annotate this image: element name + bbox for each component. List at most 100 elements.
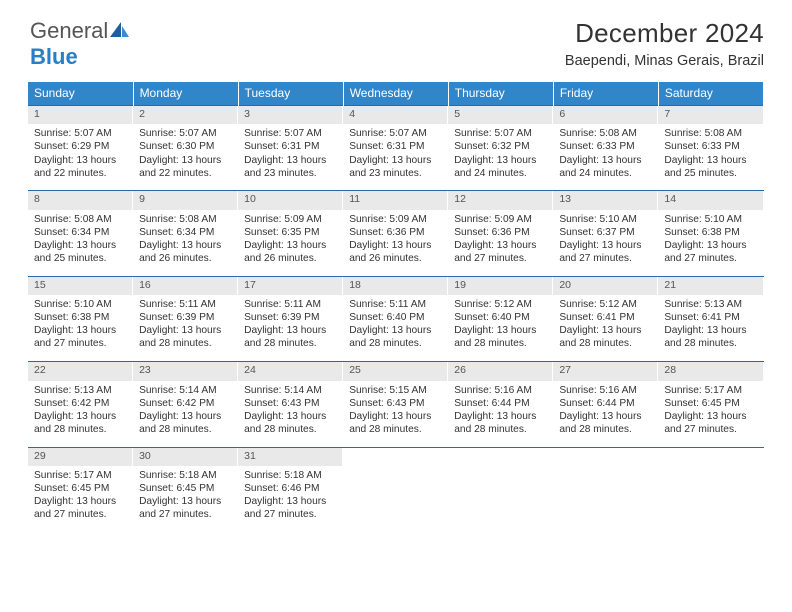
sunrise-line: Sunrise: 5:10 AM <box>559 213 652 226</box>
day-number: 6 <box>553 106 658 124</box>
day-number: 3 <box>238 106 343 124</box>
sunset-line: Sunset: 6:45 PM <box>664 397 757 410</box>
day-number: 19 <box>448 277 553 295</box>
day-body: Sunrise: 5:07 AMSunset: 6:29 PMDaylight:… <box>28 124 133 190</box>
calendar-cell: 18Sunrise: 5:11 AMSunset: 6:40 PMDayligh… <box>343 276 448 361</box>
day-body: Sunrise: 5:09 AMSunset: 6:36 PMDaylight:… <box>448 210 553 276</box>
daylight-line: Daylight: 13 hours and 27 minutes. <box>34 324 127 350</box>
day-number: 2 <box>133 106 238 124</box>
sunset-line: Sunset: 6:31 PM <box>349 140 442 153</box>
day-body: Sunrise: 5:08 AMSunset: 6:33 PMDaylight:… <box>553 124 658 190</box>
calendar-cell: 23Sunrise: 5:14 AMSunset: 6:42 PMDayligh… <box>133 362 238 447</box>
sunrise-line: Sunrise: 5:10 AM <box>664 213 757 226</box>
sunrise-line: Sunrise: 5:09 AM <box>244 213 337 226</box>
day-body: Sunrise: 5:07 AMSunset: 6:32 PMDaylight:… <box>448 124 553 190</box>
sunrise-line: Sunrise: 5:08 AM <box>664 127 757 140</box>
daylight-line: Daylight: 13 hours and 28 minutes. <box>139 324 232 350</box>
day-number: 13 <box>553 191 658 209</box>
day-number: 31 <box>238 448 343 466</box>
sunrise-line: Sunrise: 5:07 AM <box>34 127 127 140</box>
sunrise-line: Sunrise: 5:11 AM <box>139 298 232 311</box>
sunset-line: Sunset: 6:39 PM <box>244 311 337 324</box>
sunrise-line: Sunrise: 5:09 AM <box>454 213 547 226</box>
day-number: 20 <box>553 277 658 295</box>
day-body: Sunrise: 5:07 AMSunset: 6:31 PMDaylight:… <box>238 124 343 190</box>
weekday-header: Saturday <box>658 82 763 106</box>
sunrise-line: Sunrise: 5:11 AM <box>244 298 337 311</box>
calendar-cell: 8Sunrise: 5:08 AMSunset: 6:34 PMDaylight… <box>28 191 133 276</box>
daylight-line: Daylight: 13 hours and 28 minutes. <box>454 410 547 436</box>
daylight-line: Daylight: 13 hours and 27 minutes. <box>244 495 337 521</box>
day-body: Sunrise: 5:08 AMSunset: 6:33 PMDaylight:… <box>658 124 763 190</box>
sunset-line: Sunset: 6:35 PM <box>244 226 337 239</box>
day-number: 4 <box>343 106 448 124</box>
weekday-header: Friday <box>553 82 658 106</box>
daylight-line: Daylight: 13 hours and 28 minutes. <box>664 324 757 350</box>
header-block: December 2024 Baependi, Minas Gerais, Br… <box>565 18 764 69</box>
day-number: 5 <box>448 106 553 124</box>
day-number: 18 <box>343 277 448 295</box>
sunset-line: Sunset: 6:33 PM <box>664 140 757 153</box>
calendar-cell: 9Sunrise: 5:08 AMSunset: 6:34 PMDaylight… <box>133 191 238 276</box>
calendar-cell <box>553 447 658 532</box>
sunrise-line: Sunrise: 5:12 AM <box>559 298 652 311</box>
calendar-cell: 1Sunrise: 5:07 AMSunset: 6:29 PMDaylight… <box>28 106 133 191</box>
brand-part1: General <box>30 18 108 43</box>
calendar-cell: 24Sunrise: 5:14 AMSunset: 6:43 PMDayligh… <box>238 362 343 447</box>
calendar-cell: 28Sunrise: 5:17 AMSunset: 6:45 PMDayligh… <box>658 362 763 447</box>
calendar-cell: 25Sunrise: 5:15 AMSunset: 6:43 PMDayligh… <box>343 362 448 447</box>
daylight-line: Daylight: 13 hours and 28 minutes. <box>349 324 442 350</box>
sunset-line: Sunset: 6:34 PM <box>34 226 127 239</box>
daylight-line: Daylight: 13 hours and 24 minutes. <box>559 154 652 180</box>
sunrise-line: Sunrise: 5:16 AM <box>559 384 652 397</box>
day-number: 25 <box>343 362 448 380</box>
sunset-line: Sunset: 6:43 PM <box>244 397 337 410</box>
day-body: Sunrise: 5:12 AMSunset: 6:40 PMDaylight:… <box>448 295 553 361</box>
day-body: Sunrise: 5:07 AMSunset: 6:31 PMDaylight:… <box>343 124 448 190</box>
sunset-line: Sunset: 6:45 PM <box>139 482 232 495</box>
day-body: Sunrise: 5:11 AMSunset: 6:39 PMDaylight:… <box>238 295 343 361</box>
sunrise-line: Sunrise: 5:13 AM <box>34 384 127 397</box>
calendar-cell: 27Sunrise: 5:16 AMSunset: 6:44 PMDayligh… <box>553 362 658 447</box>
page-title: December 2024 <box>565 18 764 49</box>
sunset-line: Sunset: 6:44 PM <box>454 397 547 410</box>
calendar-cell: 10Sunrise: 5:09 AMSunset: 6:35 PMDayligh… <box>238 191 343 276</box>
day-number: 16 <box>133 277 238 295</box>
day-number: 30 <box>133 448 238 466</box>
sunset-line: Sunset: 6:45 PM <box>34 482 127 495</box>
daylight-line: Daylight: 13 hours and 28 minutes. <box>244 324 337 350</box>
calendar-cell: 7Sunrise: 5:08 AMSunset: 6:33 PMDaylight… <box>658 106 763 191</box>
day-body: Sunrise: 5:12 AMSunset: 6:41 PMDaylight:… <box>553 295 658 361</box>
sunrise-line: Sunrise: 5:18 AM <box>139 469 232 482</box>
calendar-cell: 14Sunrise: 5:10 AMSunset: 6:38 PMDayligh… <box>658 191 763 276</box>
day-number: 12 <box>448 191 553 209</box>
daylight-line: Daylight: 13 hours and 27 minutes. <box>454 239 547 265</box>
weekday-header: Monday <box>133 82 238 106</box>
daylight-line: Daylight: 13 hours and 28 minutes. <box>244 410 337 436</box>
sunrise-line: Sunrise: 5:07 AM <box>139 127 232 140</box>
sunrise-line: Sunrise: 5:14 AM <box>139 384 232 397</box>
calendar-cell: 5Sunrise: 5:07 AMSunset: 6:32 PMDaylight… <box>448 106 553 191</box>
day-body: Sunrise: 5:17 AMSunset: 6:45 PMDaylight:… <box>28 466 133 532</box>
sunset-line: Sunset: 6:46 PM <box>244 482 337 495</box>
sunset-line: Sunset: 6:39 PM <box>139 311 232 324</box>
sunrise-line: Sunrise: 5:07 AM <box>244 127 337 140</box>
day-number: 22 <box>28 362 133 380</box>
day-body: Sunrise: 5:11 AMSunset: 6:40 PMDaylight:… <box>343 295 448 361</box>
sunrise-line: Sunrise: 5:15 AM <box>349 384 442 397</box>
weekday-header: Sunday <box>28 82 133 106</box>
day-body: Sunrise: 5:17 AMSunset: 6:45 PMDaylight:… <box>658 381 763 447</box>
day-body: Sunrise: 5:10 AMSunset: 6:37 PMDaylight:… <box>553 210 658 276</box>
daylight-line: Daylight: 13 hours and 26 minutes. <box>139 239 232 265</box>
day-number: 9 <box>133 191 238 209</box>
daylight-line: Daylight: 13 hours and 28 minutes. <box>139 410 232 436</box>
sunrise-line: Sunrise: 5:16 AM <box>454 384 547 397</box>
sunrise-line: Sunrise: 5:07 AM <box>349 127 442 140</box>
calendar-cell <box>658 447 763 532</box>
sunset-line: Sunset: 6:37 PM <box>559 226 652 239</box>
day-body: Sunrise: 5:14 AMSunset: 6:43 PMDaylight:… <box>238 381 343 447</box>
sunrise-line: Sunrise: 5:18 AM <box>244 469 337 482</box>
calendar-cell <box>343 447 448 532</box>
sunset-line: Sunset: 6:31 PM <box>244 140 337 153</box>
day-body: Sunrise: 5:08 AMSunset: 6:34 PMDaylight:… <box>28 210 133 276</box>
